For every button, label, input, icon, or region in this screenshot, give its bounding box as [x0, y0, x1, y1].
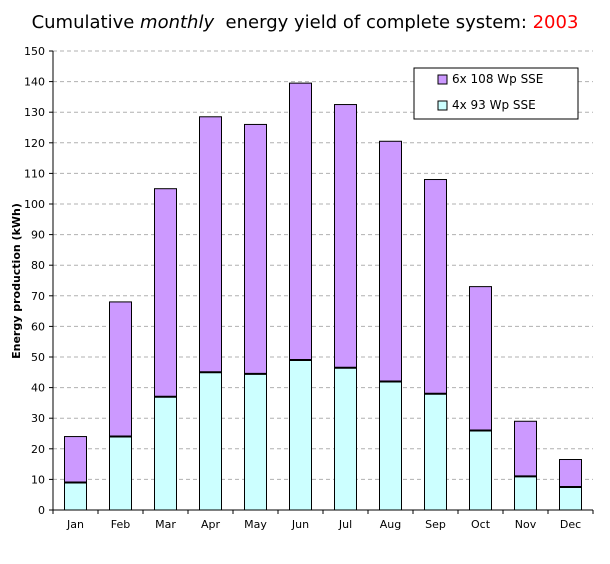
x-tick-label: Jul	[338, 518, 352, 531]
x-tick-label: Dec	[560, 518, 581, 531]
bar-nov-series-1	[514, 475, 537, 511]
y-tick-label: 10	[31, 473, 45, 486]
y-tick-label: 140	[24, 76, 45, 89]
y-tick-label: 110	[24, 167, 45, 180]
bar-jun-series-2	[289, 82, 312, 361]
bar-jan-series-2	[64, 436, 87, 483]
y-tick-label: 80	[31, 259, 45, 272]
x-tick-label: Jun	[291, 518, 309, 531]
bar-feb-series-1	[109, 436, 132, 511]
bar-may-series-1	[244, 373, 267, 511]
x-tick-label: Apr	[201, 518, 221, 531]
x-tick-label: May	[244, 518, 267, 531]
legend: 6x 108 Wp SSE 4x 93 Wp SSE	[413, 67, 579, 120]
x-tick-label: Feb	[111, 518, 130, 531]
axes	[52, 51, 593, 511]
y-tick-label: 60	[31, 320, 45, 333]
bar-sep-series-2	[424, 179, 447, 395]
bar-jul-series-2	[334, 104, 357, 369]
y-tick-label: 90	[31, 229, 45, 242]
bar-aug-series-1	[379, 380, 402, 511]
title-middle: energy yield of complete system:	[214, 12, 533, 33]
bar-dec-series-2	[559, 459, 582, 488]
x-tick-label: Oct	[471, 518, 491, 531]
y-tick-label: 30	[31, 412, 45, 425]
y-tick-label: 50	[31, 351, 45, 364]
x-tick-label: Sep	[425, 518, 446, 531]
y-tick-label: 40	[31, 382, 45, 395]
legend-swatch-series-2	[437, 74, 448, 85]
legend-label-series-1: 4x 93 Wp SSE	[452, 98, 536, 112]
y-tick-label: 20	[31, 443, 45, 456]
x-ticks: Jan Feb Mar Apr May Jun Jul Aug Sep Oct Nov Dec	[52, 510, 594, 531]
y-tick-label: 0	[38, 504, 45, 517]
y-ticks: 0 10 20 30 40 50 60 70 80 90 100 110 120 130 140 150	[24, 45, 53, 517]
bar-mar-series-1	[154, 396, 177, 511]
legend-label-series-2: 6x 108 Wp SSE	[452, 72, 543, 86]
bar-jan-series-1	[64, 481, 87, 511]
title-emphasis: monthly	[140, 12, 214, 33]
x-tick-label: Mar	[155, 518, 176, 531]
y-axis-label: Energy production (kWh)	[10, 203, 23, 359]
bar-apr-series-2	[199, 116, 222, 373]
y-tick-label: 130	[24, 106, 45, 119]
chart-title: Cumulative monthly energy yield of compl…	[32, 12, 579, 33]
bar-aug-series-2	[379, 140, 402, 382]
bars	[64, 82, 582, 511]
bar-feb-series-2	[109, 301, 132, 438]
bar-jun-series-1	[289, 359, 312, 511]
bar-nov-series-2	[514, 420, 537, 477]
bar-sep-series-1	[424, 393, 447, 511]
title-prefix: Cumulative	[32, 12, 140, 33]
bar-apr-series-1	[199, 371, 222, 511]
bar-may-series-2	[244, 123, 267, 375]
bar-jul-series-1	[334, 367, 357, 511]
y-tick-label: 100	[24, 198, 45, 211]
bar-dec-series-1	[559, 486, 582, 511]
title-year: 2003	[533, 12, 579, 33]
y-tick-label: 150	[24, 45, 45, 58]
bar-oct-series-2	[469, 286, 492, 431]
legend-swatch-series-1	[437, 100, 448, 111]
x-tick-label: Jan	[66, 518, 84, 531]
bar-mar-series-2	[154, 188, 177, 398]
x-tick-label: Nov	[515, 518, 537, 531]
y-tick-label: 120	[24, 137, 45, 150]
bar-oct-series-1	[469, 429, 492, 511]
y-tick-label: 70	[31, 290, 45, 303]
x-tick-label: Aug	[380, 518, 401, 531]
